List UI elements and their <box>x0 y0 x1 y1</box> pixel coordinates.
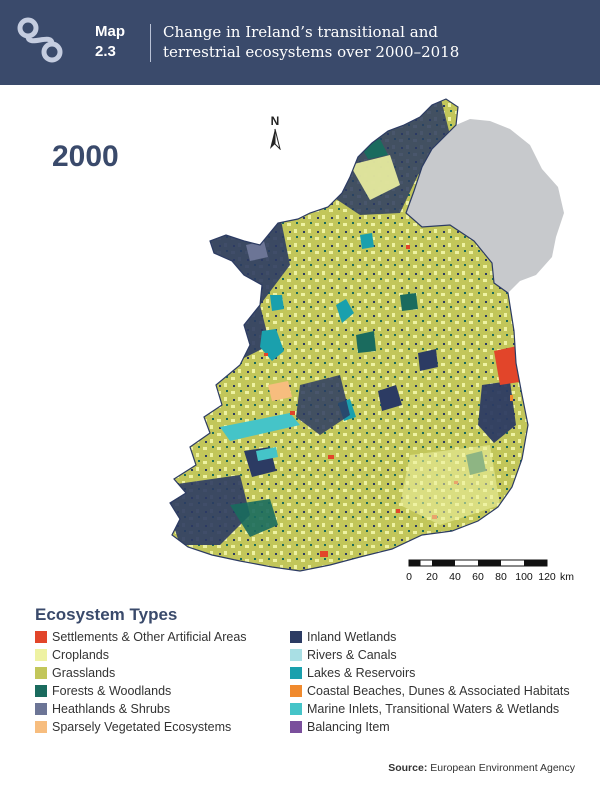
legend-label: Balancing Item <box>307 720 390 734</box>
title-line1: Change in Ireland’s transitional and <box>163 23 438 41</box>
legend-item-forests: Forests & Woodlands <box>35 682 247 700</box>
legend-item-grasslands: Grasslands <box>35 664 247 682</box>
legend-label: Inland Wetlands <box>307 630 397 644</box>
north-label: N <box>270 114 280 128</box>
logo-icon <box>17 17 63 63</box>
legend-swatch <box>290 649 302 661</box>
scale-tick-80: 80 <box>495 571 507 583</box>
scale-tick-100: 100 <box>515 571 533 583</box>
legend-label: Heathlands & Shrubs <box>52 702 171 716</box>
scale-tick-120: 120 <box>538 571 556 583</box>
legend-label: Croplands <box>52 648 109 662</box>
source-label: Source: <box>388 762 428 774</box>
ireland-ecosystem-map <box>169 98 564 572</box>
legend-label: Marine Inlets, Transitional Waters & Wet… <box>307 702 560 716</box>
legend-label: Coastal Beaches, Dunes & Associated Habi… <box>307 684 570 698</box>
legend-item-croplands: Croplands <box>35 646 247 664</box>
legend-swatch <box>35 685 47 697</box>
legend-label: Forests & Woodlands <box>52 684 172 698</box>
map-label-line1: Map <box>95 23 125 40</box>
ireland-coastline <box>169 98 529 572</box>
scale-tick-40: 40 <box>449 571 461 583</box>
legend-label: Sparsely Vegetated Ecosystems <box>52 720 232 734</box>
legend-label: Lakes & Reservoirs <box>307 666 416 680</box>
scale-bar: 0 20 40 60 80 100 120 km <box>406 559 574 583</box>
legend-label: Settlements & Other Artificial Areas <box>52 630 247 644</box>
legend-title: Ecosystem Types <box>35 605 178 624</box>
source-note: Source: European Environment Agency <box>388 762 575 774</box>
legend-swatch <box>35 721 47 733</box>
title-line2: terrestrial ecosystems over 2000–2018 <box>163 43 460 61</box>
legend-swatch <box>290 685 302 697</box>
scale-unit: km <box>560 571 574 583</box>
legend-column-right: Inland Wetlands Rivers & Canals Lakes & … <box>290 628 570 736</box>
legend-item-settlements: Settlements & Other Artificial Areas <box>35 628 247 646</box>
legend-item-marine-inlets: Marine Inlets, Transitional Waters & Wet… <box>290 700 570 718</box>
page-title: Change in Ireland’s transitional and ter… <box>163 22 583 62</box>
north-arrow: N <box>265 114 285 155</box>
legend-column-left: Settlements & Other Artificial Areas Cro… <box>35 628 247 736</box>
northern-ireland-region <box>406 119 564 293</box>
legend-swatch <box>290 667 302 679</box>
scale-tick-0: 0 <box>406 571 412 583</box>
legend-item-sparsely-vegetated: Sparsely Vegetated Ecosystems <box>35 718 247 736</box>
header: Map 2.3 Change in Ireland’s transitional… <box>0 0 600 85</box>
legend-item-heathlands: Heathlands & Shrubs <box>35 700 247 718</box>
legend-swatch <box>290 721 302 733</box>
legend-item-lakes: Lakes & Reservoirs <box>290 664 570 682</box>
header-divider <box>150 24 151 62</box>
legend-item-balancing: Balancing Item <box>290 718 570 736</box>
scale-tick-60: 60 <box>472 571 484 583</box>
year-label: 2000 <box>52 140 119 173</box>
legend-swatch <box>290 631 302 643</box>
legend-swatch <box>35 703 47 715</box>
source-text: European Environment Agency <box>430 762 575 774</box>
legend-swatch <box>35 667 47 679</box>
legend-swatch <box>35 631 47 643</box>
legend-item-coastal: Coastal Beaches, Dunes & Associated Habi… <box>290 682 570 700</box>
scale-tick-20: 20 <box>426 571 438 583</box>
legend-item-rivers: Rivers & Canals <box>290 646 570 664</box>
legend-label: Grasslands <box>52 666 116 680</box>
legend-swatch <box>35 649 47 661</box>
north-arrow-icon <box>270 128 281 151</box>
legend-label: Rivers & Canals <box>307 648 397 662</box>
legend-item-inland-wetlands: Inland Wetlands <box>290 628 570 646</box>
map-label-line2: 2.3 <box>95 43 116 60</box>
map-number: Map 2.3 <box>95 22 125 62</box>
legend-swatch <box>290 703 302 715</box>
